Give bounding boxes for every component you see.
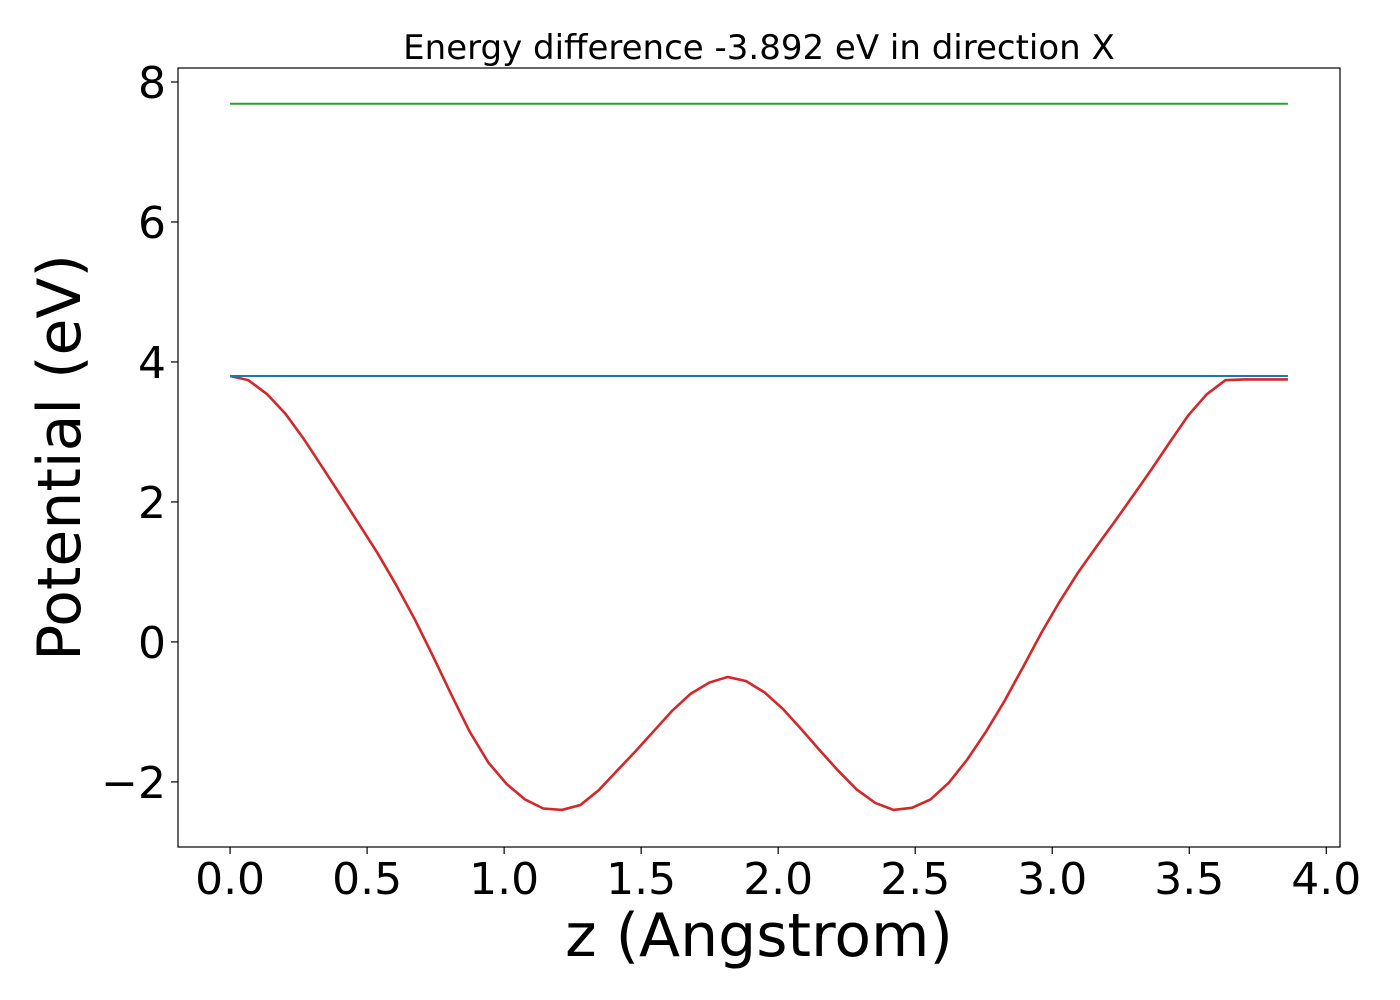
x-tick-label: 0.5 [332, 854, 402, 905]
x-tick-label: 0.0 [195, 854, 265, 905]
x-tick-label: 2.5 [880, 854, 950, 905]
series-line-1 [229, 374, 1288, 812]
x-tick-label: 1.0 [469, 854, 539, 905]
x-tick-label: 2.0 [743, 854, 813, 905]
plot-area [229, 102, 1288, 812]
y-tick-label: −2 [101, 758, 166, 809]
y-tick-label: 0 [138, 618, 166, 669]
y-tick-label: 8 [138, 58, 166, 109]
y-tick-label: 6 [138, 198, 166, 249]
y-axis-label: Potential (eV) [25, 254, 95, 661]
x-tick-label: 1.5 [606, 854, 676, 905]
y-tick-label: 2 [138, 478, 166, 529]
x-tick-label: 3.5 [1154, 854, 1224, 905]
y-axis: −2 0 2 4 6 8 [101, 58, 178, 809]
x-axis-label: z (Angstrom) [565, 901, 953, 971]
axes-frame [177, 67, 1341, 848]
y-tick-label: 4 [138, 338, 166, 389]
x-tick-label: 3.0 [1017, 854, 1087, 905]
x-tick-label: 4.0 [1291, 854, 1361, 905]
chart-title: Energy difference -3.892 eV in direction… [403, 28, 1115, 68]
x-axis: 0.0 0.5 1.0 1.5 2.0 2.5 3.0 3.5 4.0 [195, 847, 1361, 905]
